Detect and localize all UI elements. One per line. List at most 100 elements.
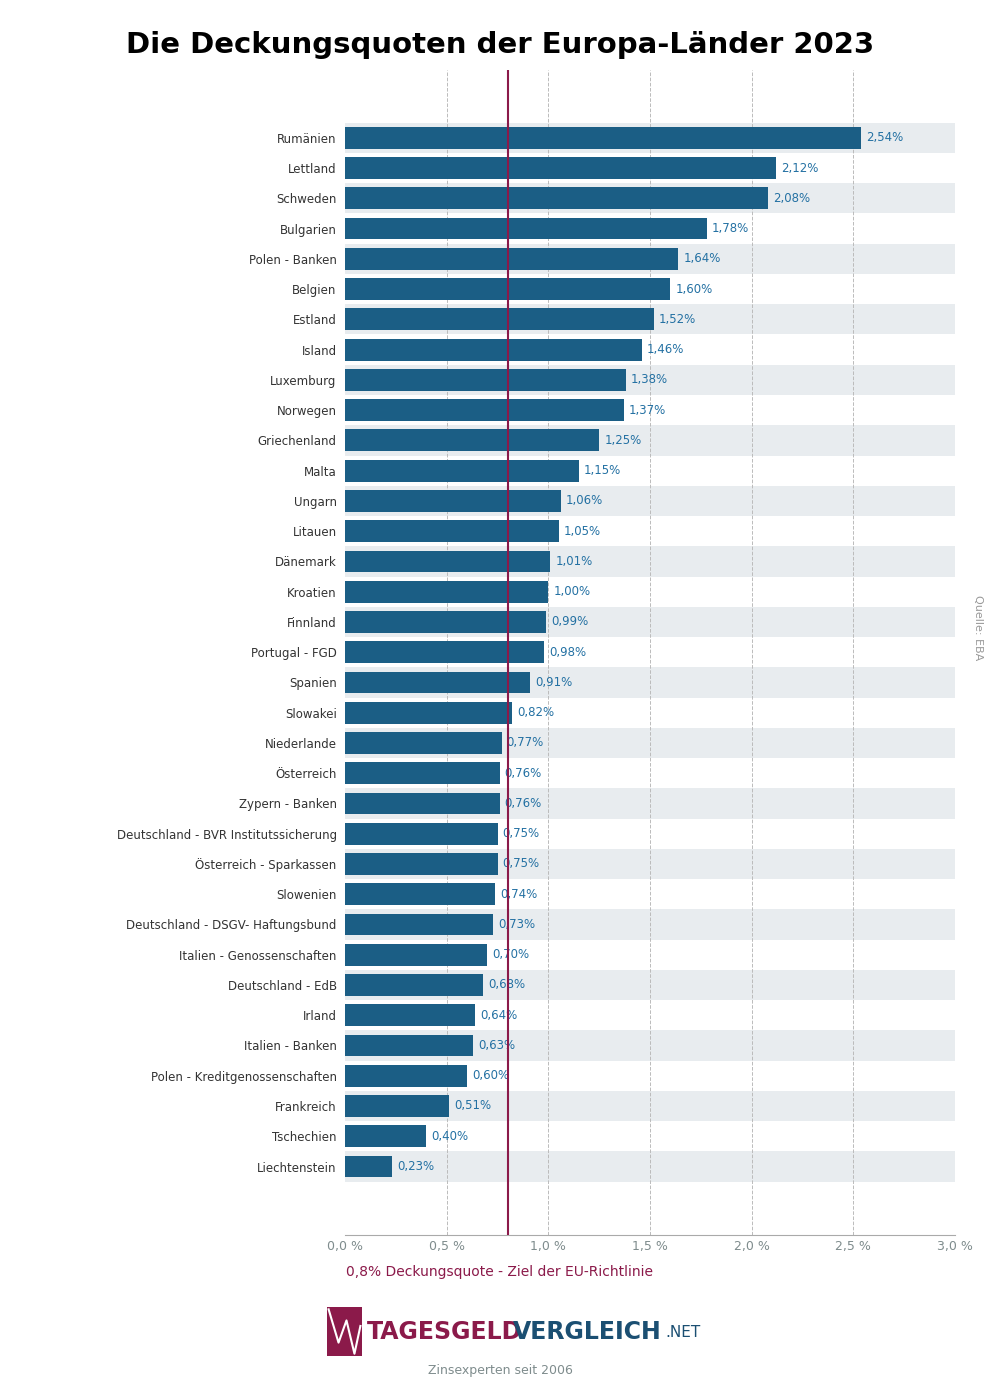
- Bar: [345, 248, 678, 269]
- Text: 2,12%: 2,12%: [781, 162, 819, 174]
- Text: 0,23%: 0,23%: [397, 1161, 434, 1173]
- Bar: [345, 308, 654, 331]
- Bar: [345, 1126, 426, 1147]
- Text: 1,25%: 1,25%: [604, 434, 642, 446]
- Bar: [345, 823, 498, 844]
- Text: TAGESGELD: TAGESGELD: [367, 1320, 522, 1345]
- Text: 0,68%: 0,68%: [488, 978, 525, 992]
- Bar: [345, 273, 955, 304]
- Bar: [345, 218, 707, 240]
- Text: 0,98%: 0,98%: [549, 646, 586, 658]
- Text: 1,37%: 1,37%: [629, 403, 666, 417]
- Bar: [345, 368, 626, 391]
- Bar: [345, 944, 487, 965]
- Bar: [345, 611, 546, 633]
- Text: 1,78%: 1,78%: [712, 222, 749, 236]
- Bar: [345, 547, 955, 576]
- Text: 0,40%: 0,40%: [431, 1130, 469, 1143]
- Bar: [345, 1004, 475, 1027]
- Bar: [345, 339, 642, 360]
- Bar: [345, 520, 558, 543]
- Text: 0,63%: 0,63%: [478, 1039, 515, 1052]
- Text: 1,05%: 1,05%: [564, 525, 601, 537]
- Text: 0,73%: 0,73%: [499, 918, 536, 930]
- Text: 0,51%: 0,51%: [454, 1099, 491, 1112]
- Text: 0,99%: 0,99%: [551, 615, 589, 628]
- Bar: [345, 702, 512, 724]
- Bar: [345, 456, 955, 485]
- Bar: [345, 127, 861, 149]
- Bar: [345, 607, 955, 638]
- Text: 0,91%: 0,91%: [535, 677, 572, 689]
- Text: 0,75%: 0,75%: [503, 827, 540, 840]
- Bar: [345, 490, 561, 512]
- Bar: [345, 364, 955, 395]
- Bar: [345, 399, 624, 421]
- Text: 1,38%: 1,38%: [631, 374, 668, 386]
- Bar: [345, 698, 955, 728]
- Bar: [345, 1091, 955, 1122]
- Bar: [345, 1064, 467, 1087]
- Text: 0,60%: 0,60%: [472, 1069, 509, 1083]
- Text: 1,64%: 1,64%: [684, 252, 721, 265]
- Bar: [345, 879, 955, 910]
- Text: 0,77%: 0,77%: [507, 737, 544, 749]
- Text: 2,54%: 2,54%: [867, 131, 904, 144]
- Bar: [345, 910, 955, 940]
- Bar: [345, 642, 544, 663]
- Bar: [345, 854, 498, 875]
- Text: 1,52%: 1,52%: [659, 312, 696, 326]
- Bar: [345, 728, 955, 757]
- Bar: [345, 762, 500, 784]
- Bar: [345, 244, 955, 273]
- Bar: [345, 516, 955, 547]
- Bar: [345, 1031, 955, 1060]
- Bar: [345, 430, 599, 451]
- Bar: [345, 1035, 473, 1056]
- Text: 0,70%: 0,70%: [492, 949, 530, 961]
- Bar: [345, 580, 548, 603]
- Bar: [345, 819, 955, 848]
- Bar: [345, 425, 955, 456]
- Text: 2,08%: 2,08%: [773, 193, 810, 205]
- Text: 1,06%: 1,06%: [566, 494, 603, 508]
- Text: Die Deckungsquoten der Europa-Länder 2023: Die Deckungsquoten der Europa-Länder 202…: [126, 31, 874, 59]
- Bar: [345, 153, 955, 183]
- Bar: [345, 158, 776, 179]
- Text: 0,82%: 0,82%: [517, 706, 554, 720]
- Bar: [345, 940, 955, 970]
- Bar: [345, 848, 955, 879]
- Bar: [345, 914, 493, 936]
- Bar: [345, 970, 955, 1000]
- Bar: [345, 460, 579, 481]
- Bar: [345, 671, 530, 693]
- Bar: [345, 278, 670, 300]
- Text: 1,60%: 1,60%: [675, 283, 713, 296]
- Bar: [345, 1000, 955, 1031]
- Text: 1,00%: 1,00%: [553, 585, 591, 598]
- Text: 0,75%: 0,75%: [503, 858, 540, 870]
- Bar: [345, 485, 955, 516]
- Bar: [345, 183, 955, 213]
- Bar: [345, 551, 550, 572]
- Bar: [345, 304, 955, 335]
- Bar: [345, 974, 483, 996]
- Text: Zinsexperten seit 2006: Zinsexperten seit 2006: [428, 1364, 572, 1377]
- Text: 0,76%: 0,76%: [505, 797, 542, 810]
- Text: 1,46%: 1,46%: [647, 343, 684, 356]
- Bar: [345, 1151, 955, 1182]
- Bar: [345, 667, 955, 698]
- Text: 1,15%: 1,15%: [584, 465, 621, 477]
- Text: 0,74%: 0,74%: [501, 887, 538, 901]
- Bar: [345, 395, 955, 425]
- Bar: [345, 576, 955, 607]
- Bar: [345, 883, 495, 905]
- Bar: [345, 1155, 392, 1177]
- Bar: [345, 638, 955, 667]
- Bar: [345, 1095, 449, 1117]
- Text: 0,64%: 0,64%: [480, 1009, 517, 1021]
- Bar: [345, 123, 955, 153]
- Bar: [345, 788, 955, 819]
- Bar: [345, 335, 955, 364]
- Text: 0,8% Deckungsquote - Ziel der EU-Richtlinie: 0,8% Deckungsquote - Ziel der EU-Richtli…: [347, 1265, 654, 1279]
